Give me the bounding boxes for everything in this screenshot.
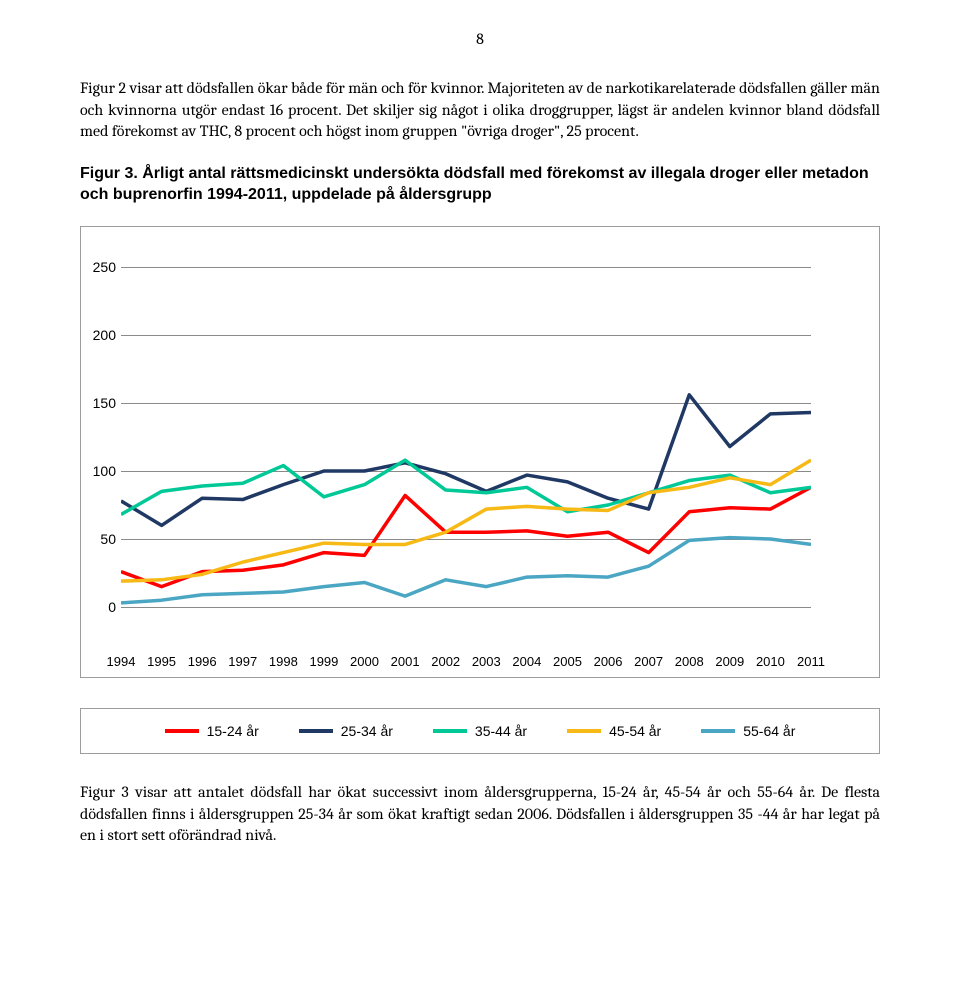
chart-svg [121, 267, 811, 607]
x-tick-label: 2011 [797, 654, 825, 669]
x-tick-label: 1994 [107, 654, 136, 669]
y-tick-label: 150 [81, 395, 116, 411]
legend-item: 45-54 år [567, 723, 661, 739]
legend-swatch [299, 729, 333, 733]
y-tick-label: 50 [81, 531, 116, 547]
x-tick-label: 2000 [350, 654, 379, 669]
y-tick-label: 0 [81, 599, 116, 615]
x-tick-label: 1998 [269, 654, 298, 669]
legend-item: 55-64 år [701, 723, 795, 739]
legend-swatch [701, 729, 735, 733]
chart-legend: 15-24 år 25-34 år 35-44 år 45-54 år 55-64 år [80, 708, 880, 754]
legend-label: 25-34 år [341, 723, 393, 739]
x-tick-label: 2006 [594, 654, 623, 669]
x-tick-label: 1999 [309, 654, 338, 669]
legend-item: 35-44 år [433, 723, 527, 739]
x-tick-label: 1996 [188, 654, 217, 669]
x-tick-label: 2005 [553, 654, 582, 669]
x-tick-label: 2009 [715, 654, 744, 669]
legend-swatch [567, 729, 601, 733]
paragraph-1: Figur 2 visar att dödsfallen ökar både f… [80, 78, 880, 143]
line-chart: 0501001502002501994199519961997199819992… [121, 267, 821, 647]
x-tick-label: 2004 [512, 654, 541, 669]
x-tick-label: 2010 [756, 654, 785, 669]
figure-caption: Figur 3. Årligt antal rättsmedicinskt un… [80, 163, 880, 206]
legend-item: 25-34 år [299, 723, 393, 739]
legend-label: 55-64 år [743, 723, 795, 739]
x-tick-label: 1995 [147, 654, 176, 669]
y-tick-label: 250 [81, 259, 116, 275]
x-tick-label: 2003 [472, 654, 501, 669]
y-tick-label: 200 [81, 327, 116, 343]
paragraph-2: Figur 3 visar att antalet dödsfall har ö… [80, 782, 880, 847]
gridline [121, 607, 811, 608]
page-number: 8 [80, 30, 880, 48]
legend-item: 15-24 år [165, 723, 259, 739]
series-line [121, 460, 811, 514]
legend-label: 15-24 år [207, 723, 259, 739]
series-line [121, 487, 811, 586]
series-line [121, 395, 811, 526]
x-tick-label: 2007 [634, 654, 663, 669]
y-tick-label: 100 [81, 463, 116, 479]
chart-container: 0 50 100 150 200 250 1994 1995 1996 1997 1998 1999 2… [80, 226, 880, 678]
legend-label: 45-54 år [609, 723, 661, 739]
legend-swatch [165, 729, 199, 733]
x-tick-label: 1997 [228, 654, 257, 669]
x-tick-label: 2002 [431, 654, 460, 669]
legend-label: 35-44 år [475, 723, 527, 739]
legend-swatch [433, 729, 467, 733]
x-tick-label: 2008 [675, 654, 704, 669]
x-tick-label: 2001 [391, 654, 420, 669]
